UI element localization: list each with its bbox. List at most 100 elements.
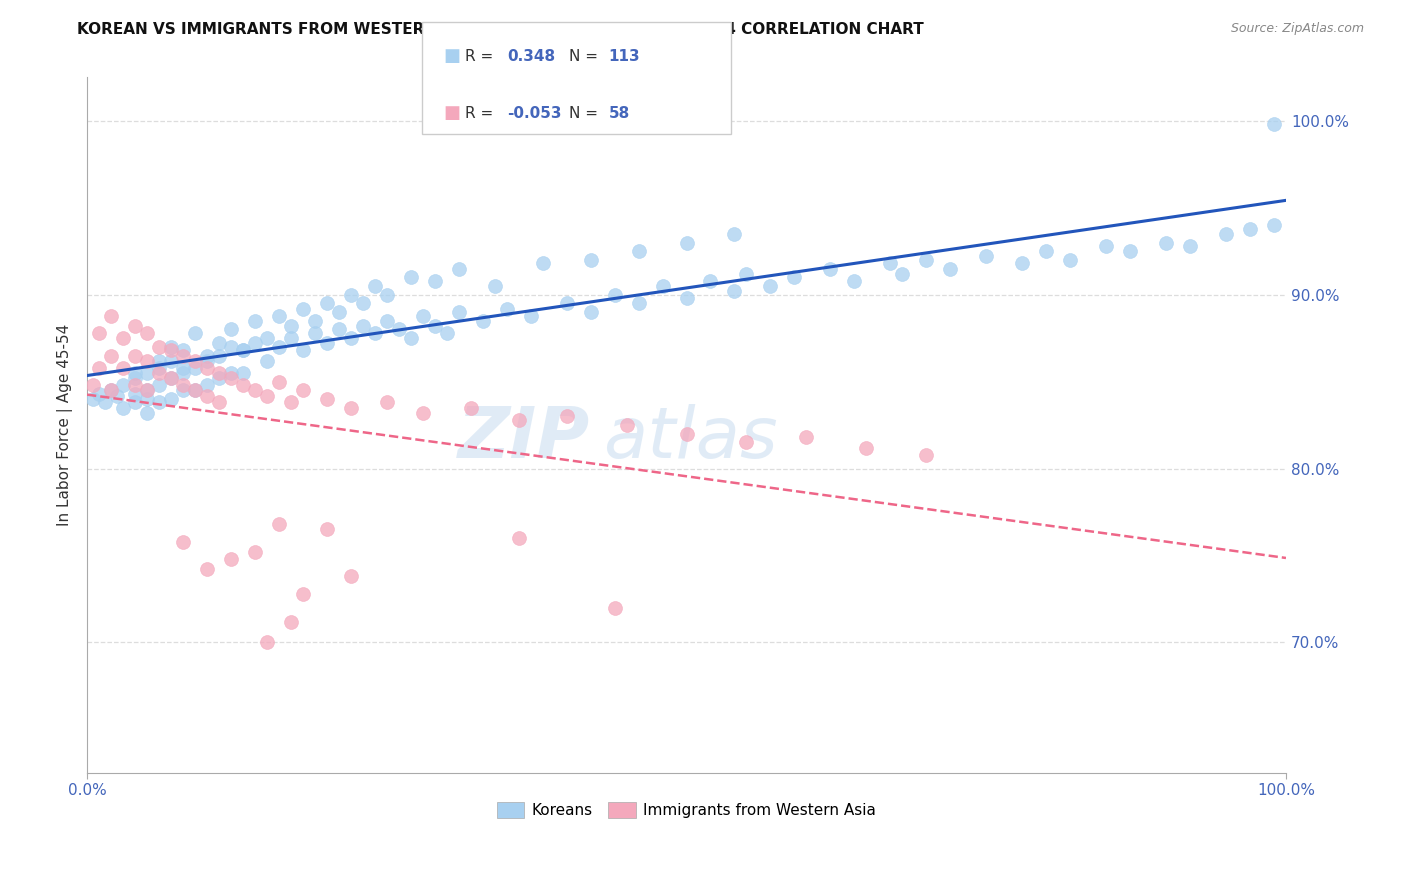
Point xyxy=(195,360,218,375)
Point xyxy=(1059,252,1081,267)
Point xyxy=(555,409,578,424)
Point xyxy=(219,552,242,566)
Point xyxy=(172,366,194,380)
Point xyxy=(172,343,194,358)
Text: 113: 113 xyxy=(609,49,640,63)
Point xyxy=(243,336,266,351)
Point xyxy=(124,386,146,401)
Point xyxy=(232,366,254,380)
Point xyxy=(280,395,302,409)
Point xyxy=(256,388,278,402)
Point xyxy=(460,401,482,415)
Point xyxy=(291,587,314,601)
Point xyxy=(184,326,207,340)
Point xyxy=(232,343,254,358)
Point xyxy=(184,360,207,375)
Point xyxy=(627,244,650,259)
Point xyxy=(531,256,554,270)
Point xyxy=(675,426,697,441)
Point xyxy=(172,360,194,375)
Point xyxy=(340,287,363,301)
Point xyxy=(340,331,363,345)
Legend: Koreans, Immigrants from Western Asia: Koreans, Immigrants from Western Asia xyxy=(491,796,883,824)
Point xyxy=(328,305,350,319)
Point xyxy=(267,517,290,532)
Point xyxy=(195,353,218,368)
Point xyxy=(160,392,183,406)
Point xyxy=(184,384,207,398)
Point xyxy=(267,340,290,354)
Point xyxy=(208,366,231,380)
Point xyxy=(148,395,170,409)
Point xyxy=(124,318,146,333)
Point xyxy=(471,314,494,328)
Text: N =: N = xyxy=(569,106,603,120)
Point xyxy=(891,267,914,281)
Point xyxy=(291,301,314,316)
Text: R =: R = xyxy=(465,49,499,63)
Point xyxy=(100,349,122,363)
Point xyxy=(364,279,387,293)
Point xyxy=(160,353,183,368)
Text: KOREAN VS IMMIGRANTS FROM WESTERN ASIA IN LABOR FORCE | AGE 45-54 CORRELATION CH: KOREAN VS IMMIGRANTS FROM WESTERN ASIA I… xyxy=(77,22,924,38)
Y-axis label: In Labor Force | Age 45-54: In Labor Force | Age 45-54 xyxy=(58,324,73,526)
Point xyxy=(974,250,997,264)
Point xyxy=(291,343,314,358)
Point xyxy=(148,378,170,392)
Point xyxy=(759,279,782,293)
Point xyxy=(436,326,458,340)
Point xyxy=(783,270,806,285)
Point xyxy=(375,287,398,301)
Point xyxy=(495,301,517,316)
Point xyxy=(232,378,254,392)
Point xyxy=(195,562,218,576)
Point xyxy=(603,287,626,301)
Point xyxy=(100,384,122,398)
Point xyxy=(280,331,302,345)
Point xyxy=(112,360,135,375)
Point xyxy=(1119,244,1142,259)
Point xyxy=(124,378,146,392)
Point xyxy=(375,314,398,328)
Point xyxy=(616,418,638,433)
Text: 0.348: 0.348 xyxy=(508,49,555,63)
Point xyxy=(735,435,758,450)
Text: R =: R = xyxy=(465,106,499,120)
Point xyxy=(172,349,194,363)
Text: ZIP: ZIP xyxy=(458,404,591,474)
Point xyxy=(148,340,170,354)
Text: ■: ■ xyxy=(443,47,460,65)
Point xyxy=(112,378,135,392)
Point xyxy=(675,235,697,250)
Point xyxy=(508,413,530,427)
Point xyxy=(1154,235,1177,250)
Point xyxy=(315,392,337,406)
Point xyxy=(1263,117,1285,131)
Point xyxy=(172,378,194,392)
Point xyxy=(280,615,302,629)
Point xyxy=(172,384,194,398)
Point xyxy=(735,267,758,281)
Point xyxy=(136,406,159,420)
Point xyxy=(219,371,242,385)
Point xyxy=(291,384,314,398)
Point xyxy=(256,331,278,345)
Point xyxy=(1011,256,1033,270)
Point xyxy=(267,309,290,323)
Point xyxy=(855,441,877,455)
Point xyxy=(94,395,117,409)
Point xyxy=(124,366,146,380)
Text: N =: N = xyxy=(569,49,603,63)
Point xyxy=(195,388,218,402)
Point xyxy=(112,401,135,415)
Point xyxy=(124,371,146,385)
Point xyxy=(579,305,602,319)
Point xyxy=(112,331,135,345)
Point xyxy=(340,401,363,415)
Point xyxy=(723,285,745,299)
Point xyxy=(1239,221,1261,235)
Point xyxy=(243,314,266,328)
Point xyxy=(915,252,938,267)
Point xyxy=(280,318,302,333)
Point xyxy=(627,296,650,310)
